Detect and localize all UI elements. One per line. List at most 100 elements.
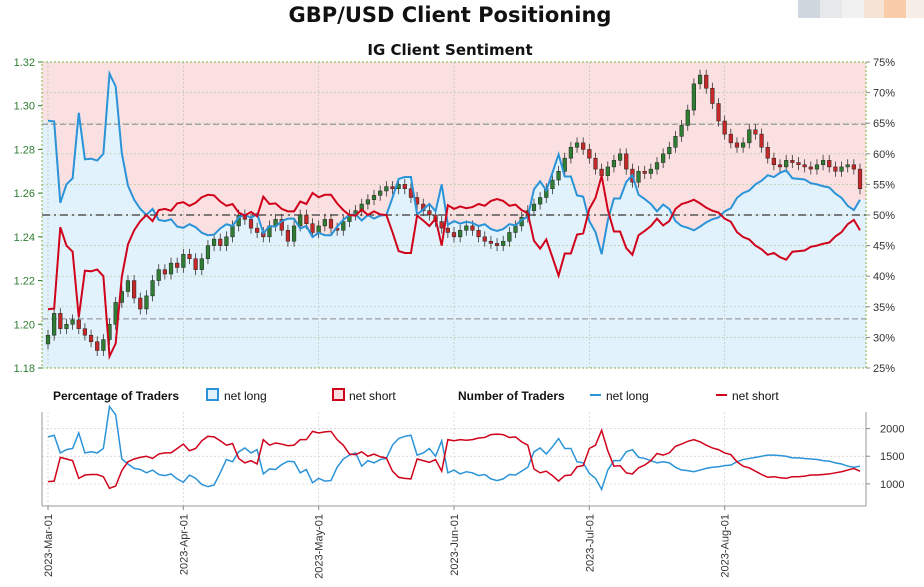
candle bbox=[138, 292, 143, 315]
percent-tick-label: 70% bbox=[873, 88, 895, 100]
candle bbox=[458, 224, 463, 243]
price-candles bbox=[45, 69, 863, 356]
candle bbox=[765, 141, 770, 164]
traders-tick-label: 1000 bbox=[880, 479, 904, 491]
candle bbox=[427, 205, 432, 221]
traders-grid bbox=[42, 412, 866, 506]
date-tick-label: 2023-Aug-01 bbox=[720, 514, 732, 578]
candle bbox=[593, 152, 598, 175]
candle bbox=[741, 137, 746, 153]
candle bbox=[371, 189, 377, 206]
candle bbox=[550, 174, 555, 195]
candle bbox=[722, 115, 727, 140]
candle bbox=[581, 137, 586, 155]
candle bbox=[451, 227, 457, 243]
candle bbox=[101, 334, 106, 356]
price-tick-label: 1.22 bbox=[14, 276, 35, 288]
date-tick-label: 2023-May-01 bbox=[314, 514, 326, 579]
date-tick-label: 2023-Apr-01 bbox=[178, 514, 190, 575]
candle bbox=[605, 161, 610, 182]
percent-tick-label: 75% bbox=[873, 57, 895, 69]
candle bbox=[624, 148, 629, 175]
candle bbox=[697, 69, 703, 90]
candle bbox=[76, 314, 81, 335]
candle bbox=[384, 181, 389, 197]
candle bbox=[58, 307, 63, 335]
candle bbox=[704, 69, 709, 94]
legend-num-long-label: net long bbox=[606, 389, 649, 403]
candle bbox=[255, 222, 260, 238]
candle bbox=[322, 213, 327, 232]
percent-tick-label: 55% bbox=[873, 179, 895, 191]
candle bbox=[759, 128, 764, 153]
candle bbox=[482, 231, 487, 247]
candle bbox=[845, 159, 850, 173]
reference-lines bbox=[42, 123, 866, 320]
candle bbox=[673, 130, 678, 153]
candle bbox=[488, 235, 494, 249]
candle bbox=[617, 148, 623, 166]
candle bbox=[808, 161, 813, 175]
candle bbox=[402, 178, 407, 195]
legend-pct-long-swatch bbox=[206, 388, 219, 401]
legend-pct-short-label: net short bbox=[349, 389, 396, 403]
price-tick-label: 1.24 bbox=[14, 232, 35, 244]
candle bbox=[291, 220, 297, 247]
candle bbox=[494, 237, 500, 252]
date-axis: 2023-Mar-01 2023-Apr-01 2023-May-01 2023-Ju… bbox=[43, 506, 732, 579]
traders-lines bbox=[47, 404, 861, 492]
candle bbox=[224, 231, 229, 252]
candle bbox=[851, 159, 856, 175]
legend-num-title: Number of Traders bbox=[458, 389, 565, 403]
net-long-traders-line bbox=[47, 404, 861, 492]
candle bbox=[199, 253, 204, 276]
candle bbox=[45, 329, 51, 350]
candle bbox=[587, 143, 592, 164]
price-tick-label: 1.32 bbox=[14, 57, 35, 69]
candle bbox=[193, 253, 198, 276]
candle bbox=[636, 165, 641, 188]
main-panel: 1.18 1.20 1.22 1.24 1.26 1.28 1.30 1.32 25% 30% 3… bbox=[14, 57, 896, 375]
net-long-percent-line bbox=[47, 69, 861, 255]
price-tick-label: 1.18 bbox=[14, 363, 35, 375]
percent-tick-label: 40% bbox=[873, 271, 895, 283]
date-tick-label: 2023-Mar-01 bbox=[43, 514, 55, 577]
legend: Percentage of Traders net long net short… bbox=[53, 388, 779, 403]
candle bbox=[648, 163, 653, 179]
candle bbox=[310, 218, 315, 238]
percent-tick-label: 45% bbox=[873, 241, 895, 253]
candle bbox=[218, 233, 223, 252]
candle bbox=[464, 220, 469, 236]
candle bbox=[710, 82, 715, 109]
candle bbox=[820, 154, 826, 171]
candle bbox=[747, 124, 752, 149]
candle bbox=[777, 159, 783, 173]
percent-tick-label: 50% bbox=[873, 210, 895, 222]
watermark-logo bbox=[798, 0, 924, 18]
legend-pct-title: Percentage of Traders bbox=[53, 389, 179, 403]
candle bbox=[132, 275, 137, 304]
candle bbox=[378, 185, 383, 201]
price-tick-label: 1.20 bbox=[14, 319, 35, 331]
percent-tick-label: 60% bbox=[873, 149, 895, 161]
candle bbox=[574, 137, 580, 153]
candle bbox=[642, 165, 647, 179]
candle bbox=[205, 240, 211, 265]
legend-pct-long-label: net long bbox=[224, 389, 267, 403]
candle bbox=[679, 119, 684, 142]
candle bbox=[70, 314, 75, 330]
price-tick-label: 1.28 bbox=[14, 144, 35, 156]
candle bbox=[82, 323, 88, 341]
candle bbox=[531, 198, 537, 217]
candle bbox=[156, 264, 161, 287]
candle bbox=[833, 161, 838, 177]
price-tick-label: 1.30 bbox=[14, 101, 35, 113]
candle bbox=[328, 213, 334, 234]
candle bbox=[654, 157, 660, 175]
candle bbox=[814, 159, 820, 175]
candle bbox=[279, 213, 284, 236]
chart-subtitle: IG Client Sentiment bbox=[367, 41, 532, 59]
candle bbox=[667, 141, 672, 160]
net-short-traders-line bbox=[47, 428, 861, 490]
